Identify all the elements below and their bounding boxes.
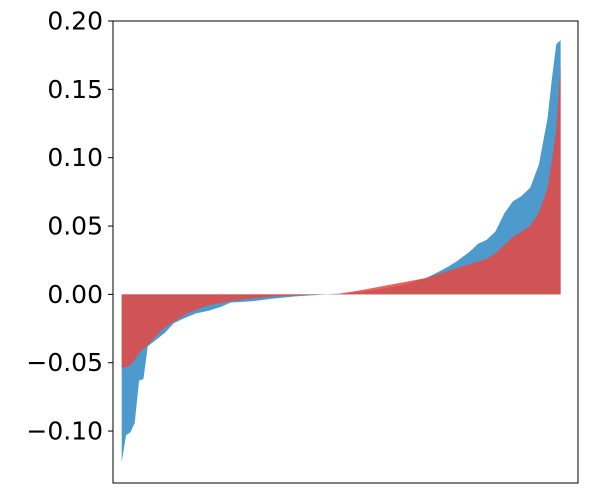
y-tick-label: 0.00 (47, 280, 103, 309)
y-axis: −0.10 −0.05 0.00 0.05 0.10 0.15 0.20 (26, 7, 113, 446)
y-tick-label: 0.20 (47, 7, 103, 36)
plot-frame (112, 20, 579, 484)
series-layer (121, 40, 561, 463)
y-tick-label: 0.15 (47, 75, 103, 104)
area-series-2 (121, 64, 561, 369)
y-tick-label: 0.05 (47, 212, 103, 241)
y-tick-label: −0.10 (26, 417, 103, 446)
y-tick-label: −0.05 (26, 348, 103, 377)
area-series-1 (121, 40, 561, 463)
y-tick-label: 0.10 (47, 143, 103, 172)
